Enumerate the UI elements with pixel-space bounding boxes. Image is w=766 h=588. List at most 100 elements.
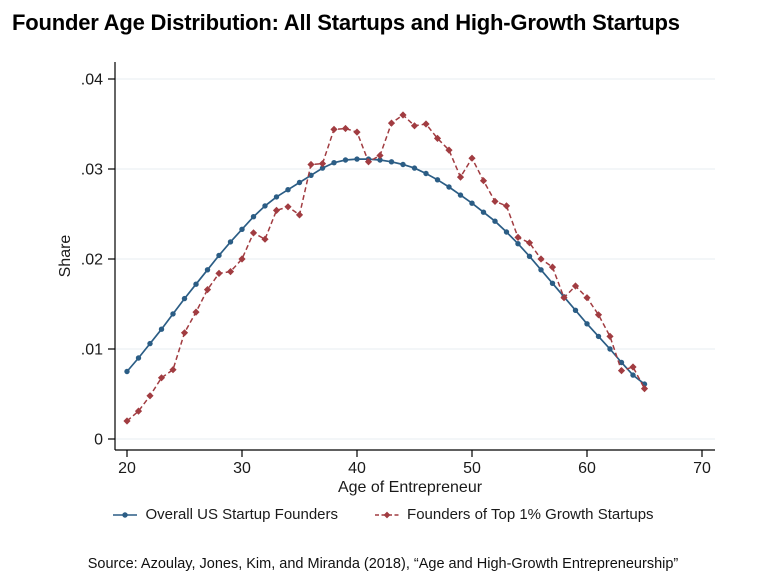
x-tick-label: 60 bbox=[578, 460, 596, 477]
data-point bbox=[227, 239, 234, 245]
data-point bbox=[181, 295, 188, 302]
data-point bbox=[158, 326, 165, 332]
data-point bbox=[284, 203, 292, 211]
data-point bbox=[618, 359, 625, 366]
data-point bbox=[308, 172, 314, 178]
data-point bbox=[583, 294, 591, 302]
data-point bbox=[216, 252, 222, 259]
legend-marker-top1-icon bbox=[375, 511, 400, 518]
x-tick-label: 50 bbox=[463, 460, 481, 477]
data-point bbox=[285, 187, 291, 193]
data-point bbox=[456, 173, 465, 181]
data-point bbox=[147, 340, 153, 347]
legend-marker-overall-icon bbox=[113, 511, 138, 518]
axes: 0 .01 .02 .03 .04 20 30 40 50 60 70 bbox=[81, 62, 715, 477]
data-point bbox=[595, 333, 602, 340]
data-point bbox=[594, 311, 603, 319]
data-point bbox=[146, 392, 154, 400]
data-point bbox=[331, 160, 337, 166]
gridlines bbox=[115, 78, 715, 440]
data-point bbox=[272, 206, 281, 214]
data-point bbox=[318, 160, 327, 168]
data-point bbox=[377, 157, 383, 163]
data-point bbox=[353, 128, 361, 136]
data-point bbox=[515, 241, 521, 247]
data-point bbox=[410, 122, 419, 130]
data-point bbox=[560, 294, 568, 302]
data-point bbox=[479, 177, 488, 185]
page-title: Founder Age Distribution: All Startups a… bbox=[12, 10, 680, 35]
data-point bbox=[617, 367, 626, 375]
data-point bbox=[549, 280, 556, 286]
data-point bbox=[262, 203, 268, 209]
data-point bbox=[491, 197, 499, 205]
data-point bbox=[307, 160, 315, 169]
data-point bbox=[469, 200, 475, 206]
data-point bbox=[422, 120, 430, 128]
data-point bbox=[215, 269, 223, 277]
data-point bbox=[170, 311, 176, 317]
data-point bbox=[273, 194, 280, 200]
data-point bbox=[514, 233, 522, 241]
data-point bbox=[157, 374, 166, 382]
data-point bbox=[584, 321, 590, 327]
data-point bbox=[629, 363, 637, 371]
data-point bbox=[607, 346, 613, 352]
data-point bbox=[503, 229, 510, 235]
data-point bbox=[249, 229, 258, 237]
y-tick-label: .01 bbox=[81, 342, 103, 359]
data-point bbox=[296, 179, 303, 186]
series-top1 bbox=[123, 111, 649, 425]
data-point bbox=[180, 329, 189, 337]
data-point bbox=[571, 282, 580, 290]
data-point bbox=[423, 170, 429, 177]
legend: Overall US Startup Founders Founders of … bbox=[0, 506, 766, 523]
data-point bbox=[134, 407, 143, 415]
data-point bbox=[204, 267, 211, 273]
data-point bbox=[319, 165, 326, 171]
data-point bbox=[446, 184, 452, 190]
series-overall bbox=[124, 156, 648, 387]
data-point bbox=[525, 239, 534, 247]
series-overall-line bbox=[126, 158, 646, 385]
data-point bbox=[492, 218, 498, 224]
legend-label-overall: Overall US Startup Founders bbox=[145, 506, 339, 523]
x-tick-label: 30 bbox=[233, 460, 251, 477]
data-point bbox=[630, 372, 636, 378]
data-point bbox=[387, 119, 396, 127]
data-point bbox=[376, 151, 384, 160]
data-point bbox=[123, 417, 131, 425]
data-point bbox=[250, 214, 257, 220]
data-point bbox=[388, 159, 395, 165]
y-tick-label: .04 bbox=[81, 72, 103, 89]
legend-item-overall: Overall US Startup Founders bbox=[112, 506, 338, 523]
x-tick-label: 70 bbox=[693, 460, 711, 477]
data-point bbox=[457, 192, 464, 198]
data-point bbox=[135, 355, 142, 361]
data-point bbox=[192, 308, 200, 316]
x-tick-label: 40 bbox=[348, 460, 366, 477]
y-axis-label: Share bbox=[57, 235, 74, 278]
x-tick-label: 20 bbox=[118, 460, 136, 477]
data-point bbox=[341, 124, 350, 133]
data-point bbox=[572, 307, 579, 313]
y-tick-label: .03 bbox=[81, 162, 103, 179]
data-point bbox=[538, 267, 544, 273]
y-tick-label: .02 bbox=[81, 252, 103, 269]
data-point bbox=[342, 157, 349, 163]
data-point bbox=[400, 161, 406, 168]
source-note: Source: Azoulay, Jones, Kim, and Miranda… bbox=[87, 556, 679, 572]
data-point bbox=[537, 255, 545, 263]
data-point bbox=[193, 281, 199, 287]
legend-label-top1: Founders of Top 1% Growth Startups bbox=[407, 506, 654, 523]
data-point bbox=[480, 209, 487, 215]
data-point bbox=[468, 154, 476, 162]
data-point bbox=[502, 202, 511, 210]
data-point bbox=[330, 125, 338, 133]
data-point bbox=[295, 211, 304, 219]
series-top1-line bbox=[126, 114, 646, 422]
data-point bbox=[354, 156, 360, 162]
data-point bbox=[445, 146, 453, 154]
data-point bbox=[239, 226, 245, 232]
